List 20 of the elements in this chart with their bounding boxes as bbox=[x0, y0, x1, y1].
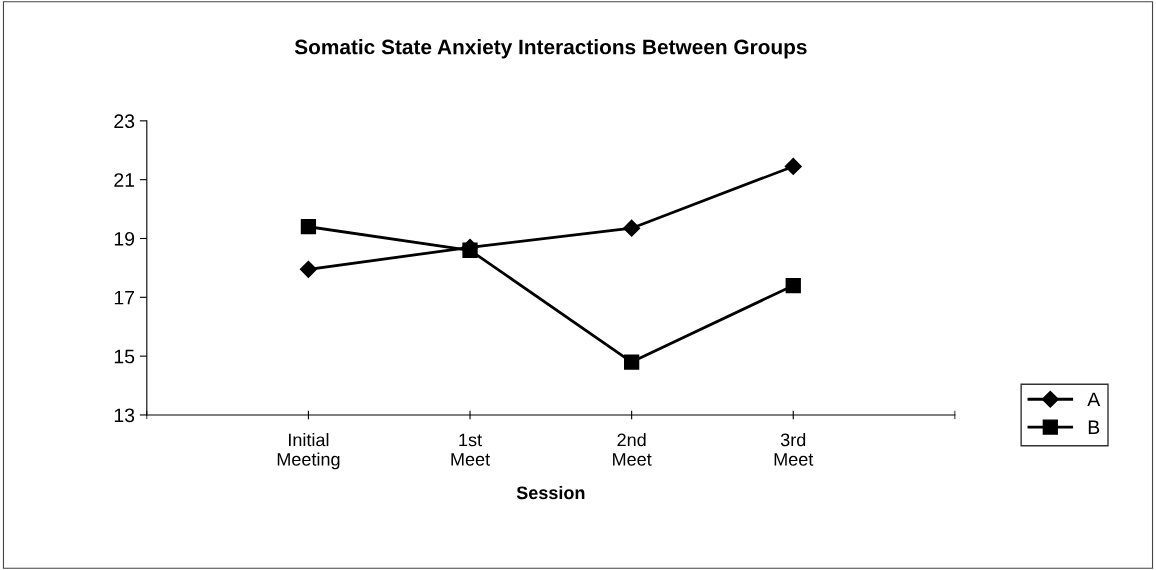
legend-label: A bbox=[1087, 392, 1101, 407]
point bbox=[299, 260, 317, 278]
y-tick-label: 23 bbox=[114, 114, 135, 129]
point bbox=[784, 157, 802, 175]
y-tick-label: 13 bbox=[114, 408, 135, 423]
legend-label: B bbox=[1088, 420, 1100, 434]
y-tick-label: 15 bbox=[114, 349, 135, 364]
point bbox=[785, 277, 801, 294]
x-tick-label: 3rd Meet bbox=[774, 433, 814, 466]
x-axis-title: Session bbox=[516, 485, 585, 500]
x-tick-label: 1st Meet bbox=[451, 433, 490, 466]
point bbox=[623, 354, 640, 370]
y-tick-label: 17 bbox=[114, 290, 135, 305]
point bbox=[300, 219, 317, 235]
x-tick-label: 2nd Meet bbox=[613, 433, 652, 466]
chart-title: Somatic State Anxiety Interactions Between Groups bbox=[294, 39, 807, 59]
point bbox=[623, 219, 641, 237]
x-tick-label: Initial Meeting bbox=[277, 433, 340, 470]
y-tick-label: 21 bbox=[114, 173, 135, 187]
y-tick-label: 19 bbox=[114, 231, 135, 246]
